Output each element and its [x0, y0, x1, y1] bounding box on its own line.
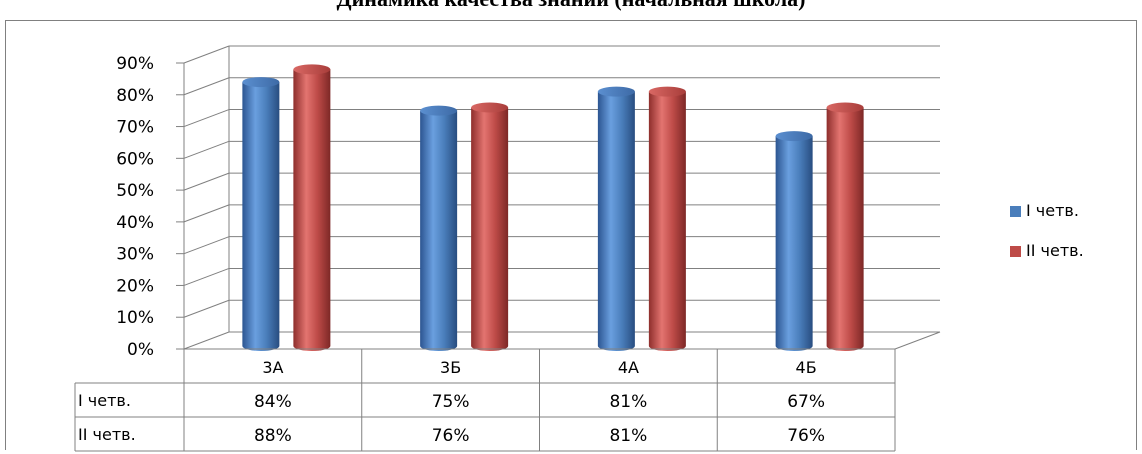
- gridline-diagonal: [183, 172, 230, 191]
- data-label: 75%: [432, 392, 470, 412]
- data-label: 81%: [609, 426, 647, 446]
- legend-swatch-1: [1010, 246, 1021, 257]
- chart-frame: [5, 20, 1137, 450]
- legend-label: I четв.: [1026, 201, 1079, 220]
- y-tick-label: 60%: [116, 149, 154, 169]
- gridline-diagonal: [183, 236, 230, 255]
- bar-0-3: [775, 136, 813, 352]
- gridline-diagonal: [183, 204, 230, 223]
- y-tick-label: 10%: [116, 308, 154, 328]
- table-row-label-1: II четв.: [78, 425, 136, 444]
- gridline-diagonal: [183, 331, 230, 350]
- chart-title: Динамика качества знаний (начальная школ…: [0, 0, 1142, 12]
- y-tick-label: 20%: [116, 276, 154, 296]
- legend-label: II четв.: [1026, 241, 1084, 260]
- bar-0-2: [597, 91, 635, 352]
- table-row-label-0: I четв.: [78, 391, 131, 410]
- bar-top-1-2: [648, 86, 686, 97]
- bar-1-3: [826, 107, 864, 352]
- data-label: 81%: [609, 392, 647, 412]
- bar-top-1-0: [293, 64, 331, 75]
- y-tick-label: 70%: [116, 118, 154, 138]
- bar-top-1-3: [826, 102, 864, 113]
- x-tick-label: 4А: [618, 358, 639, 377]
- bar-1-2: [648, 91, 686, 352]
- bar-1-0: [293, 69, 331, 352]
- gridline-diagonal: [183, 45, 230, 64]
- gridlines: 0% 10% 20% 30% 40% 50% 60% 70% 80% 90%: [116, 45, 941, 360]
- x-tick-label: 4Б: [796, 358, 817, 377]
- y-tick-label: 30%: [116, 245, 154, 265]
- bar-0-0: [242, 82, 280, 352]
- x-tick-label: 3А: [262, 358, 283, 377]
- y-tick-label: 0%: [127, 340, 154, 360]
- y-tick-label: 90%: [116, 54, 154, 74]
- bar-top-0-2: [597, 86, 635, 97]
- data-label: 76%: [787, 426, 825, 446]
- bars: [242, 64, 864, 352]
- gridline-diagonal: [183, 140, 230, 159]
- gridline-diagonal: [183, 109, 230, 128]
- bar-top-0-1: [420, 105, 458, 116]
- y-tick-label: 40%: [116, 213, 154, 233]
- legend-swatch-0: [1010, 206, 1021, 217]
- row-label: I четв.: [78, 391, 131, 410]
- data-label: 67%: [787, 392, 825, 412]
- gridline-diagonal: [183, 299, 230, 318]
- gridline-diagonal: [183, 267, 230, 286]
- row-label: II четв.: [78, 425, 136, 444]
- y-tick-label: 50%: [116, 181, 154, 201]
- bar-top-0-0: [242, 77, 280, 88]
- gridline-diagonal: [183, 77, 230, 96]
- data-table: 3А 3Б 4А 4Б I четв. 84% 75% 81% 67% II четв. 88% 76…: [74, 348, 896, 452]
- bar-0-1: [420, 110, 458, 352]
- floor-right-edge: [894, 331, 941, 350]
- data-label: 76%: [432, 426, 470, 446]
- bar-1-1: [471, 107, 509, 352]
- data-label: 88%: [254, 426, 292, 446]
- data-label: 84%: [254, 392, 292, 412]
- y-tick-label: 80%: [116, 86, 154, 106]
- bar-top-0-3: [775, 131, 813, 142]
- x-tick-label: 3Б: [440, 358, 461, 377]
- bar-top-1-1: [471, 102, 509, 113]
- legend: I четв. II четв.: [1010, 201, 1084, 260]
